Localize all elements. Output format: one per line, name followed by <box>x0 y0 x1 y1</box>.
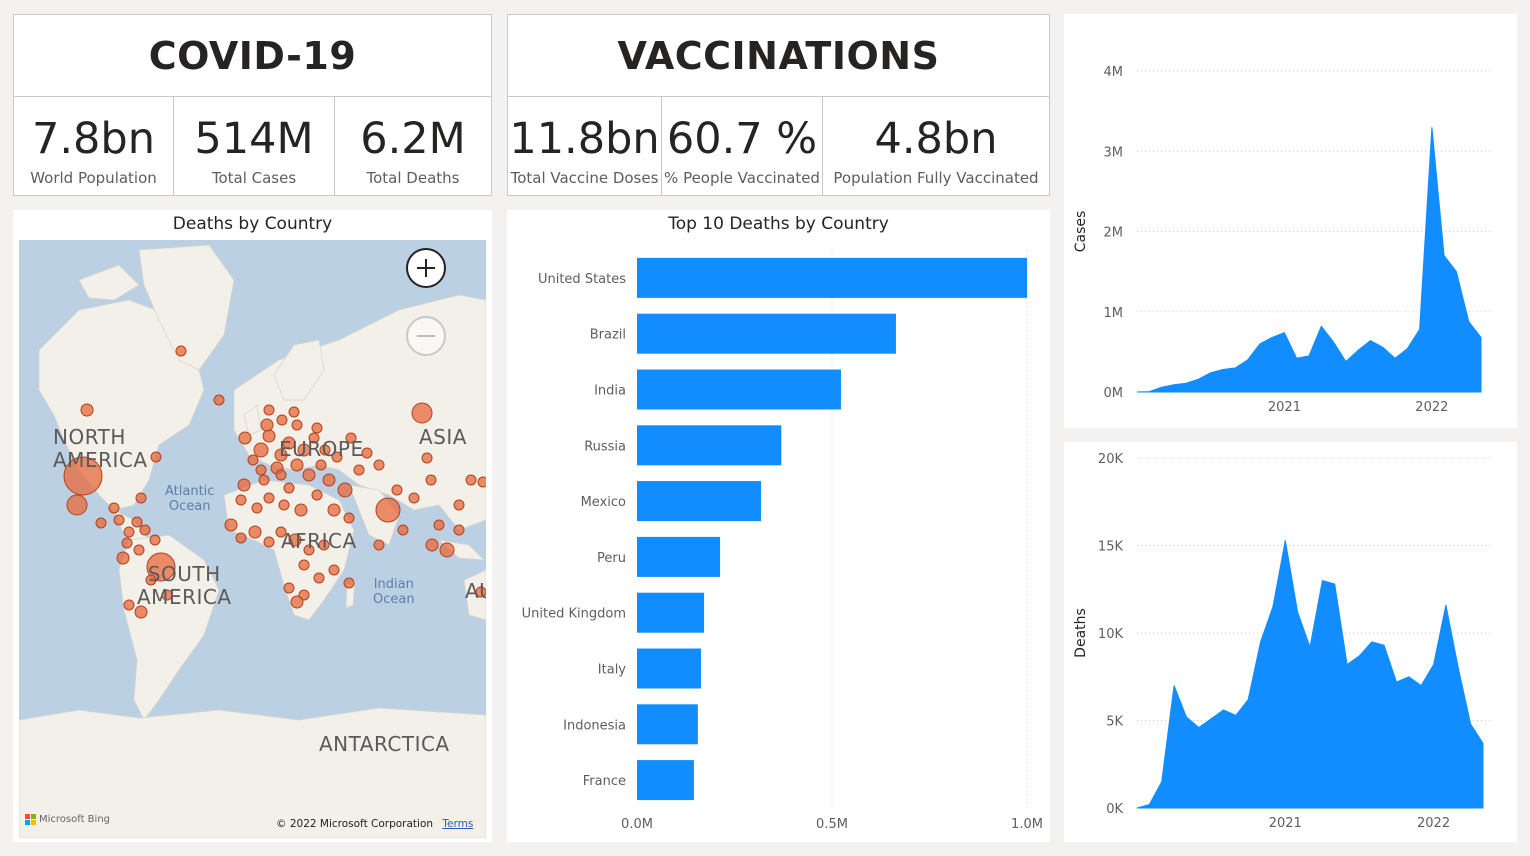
map-label-australia: AU <box>465 579 486 603</box>
x-tick-label: 0.0M <box>621 817 653 832</box>
map-panel: Deaths by Country <box>13 210 492 842</box>
bar[interactable] <box>637 481 762 522</box>
y-tick-label: 3M <box>1104 145 1124 160</box>
attribution-text: © 2022 Microsoft Corporation <box>276 818 434 830</box>
map-svg <box>19 244 486 838</box>
y-tick-label: 1M <box>1104 306 1124 321</box>
kpi-world-population: 7.8bn World Population <box>13 96 174 196</box>
kpi-total-vaccine-doses: 11.8bn Total Vaccine Doses <box>507 96 662 196</box>
category-label: France <box>583 774 626 789</box>
map-label-atlantic: Atlantic Ocean <box>165 484 215 514</box>
kpi-label: % People Vaccinated <box>664 169 820 187</box>
y-axis-label: Cases <box>1073 211 1089 253</box>
kpi-value: 60.7 % <box>666 114 818 164</box>
cases-panel: 0M 1M 2M 3M 4M Cases 2021 2022 <box>1064 14 1517 428</box>
death-bubbles <box>63 345 486 619</box>
map-label-asia: ASIA <box>419 425 467 449</box>
y-tick-label: 0M <box>1104 386 1124 401</box>
bing-logo: Microsoft Bing <box>25 814 110 825</box>
kpi-label: Total Cases <box>211 169 297 187</box>
bar-chart-title: Top 10 Deaths by Country <box>668 214 889 234</box>
map-label-indian: Indian Ocean <box>373 577 415 607</box>
bar-chart: 0.0M 0.5M 1.0M United States Brazil India Russ… <box>522 250 1043 832</box>
area-series[interactable] <box>1136 127 1482 393</box>
map-label-africa: AFRICA <box>281 529 357 553</box>
kpi-value: 4.8bn <box>874 114 998 164</box>
kpi-value: 514M <box>194 114 314 164</box>
kpi-total-deaths: 6.2M Total Deaths <box>334 96 492 196</box>
category-label: India <box>594 384 626 399</box>
covid-title: COVID-19 <box>13 14 492 97</box>
microsoft-logo-icon <box>25 814 36 825</box>
kpi-people-vaccinated: 60.7 % % People Vaccinated <box>661 96 823 196</box>
bing-logo-text: Microsoft Bing <box>39 814 111 825</box>
kpi-label: World Population <box>30 169 157 187</box>
category-label: Mexico <box>581 495 626 510</box>
kpi-value: 6.2M <box>360 114 466 164</box>
y-tick-label: 20K <box>1098 452 1124 467</box>
kpi-total-cases: 514M Total Cases <box>173 96 335 196</box>
bar[interactable] <box>637 425 782 466</box>
y-tick-label: 2M <box>1104 226 1124 241</box>
x-tick-label: 1.0M <box>1011 817 1043 832</box>
bar[interactable] <box>637 760 694 801</box>
category-label: Peru <box>597 551 626 566</box>
vaccinations-title: VACCINATIONS <box>507 14 1050 97</box>
cases-chart: 0M 1M 2M 3M 4M Cases 2021 2022 <box>1073 65 1491 415</box>
category-label: Indonesia <box>563 718 626 733</box>
category-label: United States <box>538 272 626 287</box>
y-tick-label: 10K <box>1098 627 1124 642</box>
bar[interactable] <box>637 648 701 689</box>
bar[interactable] <box>637 536 721 577</box>
x-tick-label: 0.5M <box>816 817 848 832</box>
deaths-chart: 0K 5K 10K 15K 20K Deaths 2021 2022 <box>1073 452 1493 831</box>
y-tick-label: 5K <box>1106 715 1123 730</box>
kpi-value: 11.8bn <box>509 114 660 164</box>
x-tick-label: 2022 <box>1415 400 1448 415</box>
top10-panel: Top 10 Deaths by Country 0.0M 0.5M 1.0M Uni… <box>507 210 1050 842</box>
category-label: Brazil <box>590 328 626 343</box>
bar[interactable] <box>637 257 1027 298</box>
minus-icon <box>417 335 435 337</box>
map-attribution: © 2022 Microsoft Corporation Terms <box>276 818 473 830</box>
kpi-label: Total Vaccine Doses <box>510 169 659 187</box>
y-tick-label: 4M <box>1104 65 1124 80</box>
zoom-in-button[interactable] <box>406 248 446 288</box>
kpi-value: 7.8bn <box>32 114 155 164</box>
bar[interactable] <box>637 704 698 745</box>
category-label: United Kingdom <box>522 607 626 622</box>
kpi-fully-vaccinated: 4.8bn Population Fully Vaccinated <box>822 96 1050 196</box>
map-label-europe: EUROPE <box>279 437 364 461</box>
bar[interactable] <box>637 313 896 354</box>
map-label-north-america: NORTH AMERICA <box>53 425 148 472</box>
category-label: Russia <box>584 439 626 454</box>
map-label-antarctica: ANTARCTICA <box>319 732 450 756</box>
bar[interactable] <box>637 592 705 633</box>
deaths-panel: 0K 5K 10K 15K 20K Deaths 2021 2022 <box>1064 442 1517 842</box>
x-tick-label: 2021 <box>1268 400 1301 415</box>
plus-icon <box>417 259 435 277</box>
x-tick-label: 2021 <box>1269 816 1302 831</box>
terms-link[interactable]: Terms <box>442 818 474 830</box>
y-tick-label: 15K <box>1098 540 1124 555</box>
area-series[interactable] <box>1136 540 1484 809</box>
bar[interactable] <box>637 369 841 410</box>
kpi-label: Population Fully Vaccinated <box>833 169 1039 187</box>
map-label-south-america: SOUTH AMERICA <box>137 562 232 609</box>
map-canvas[interactable]: NORTH AMERICA SOUTH AMERICA ASIA EUROPE … <box>19 240 486 838</box>
y-tick-label: 0K <box>1106 802 1123 817</box>
y-axis-label: Deaths <box>1073 608 1089 658</box>
category-label: Italy <box>598 663 627 678</box>
kpi-label: Total Deaths <box>366 169 460 187</box>
zoom-out-button[interactable] <box>406 316 446 356</box>
x-tick-label: 2022 <box>1417 816 1450 831</box>
map-title: Deaths by Country <box>172 214 333 234</box>
